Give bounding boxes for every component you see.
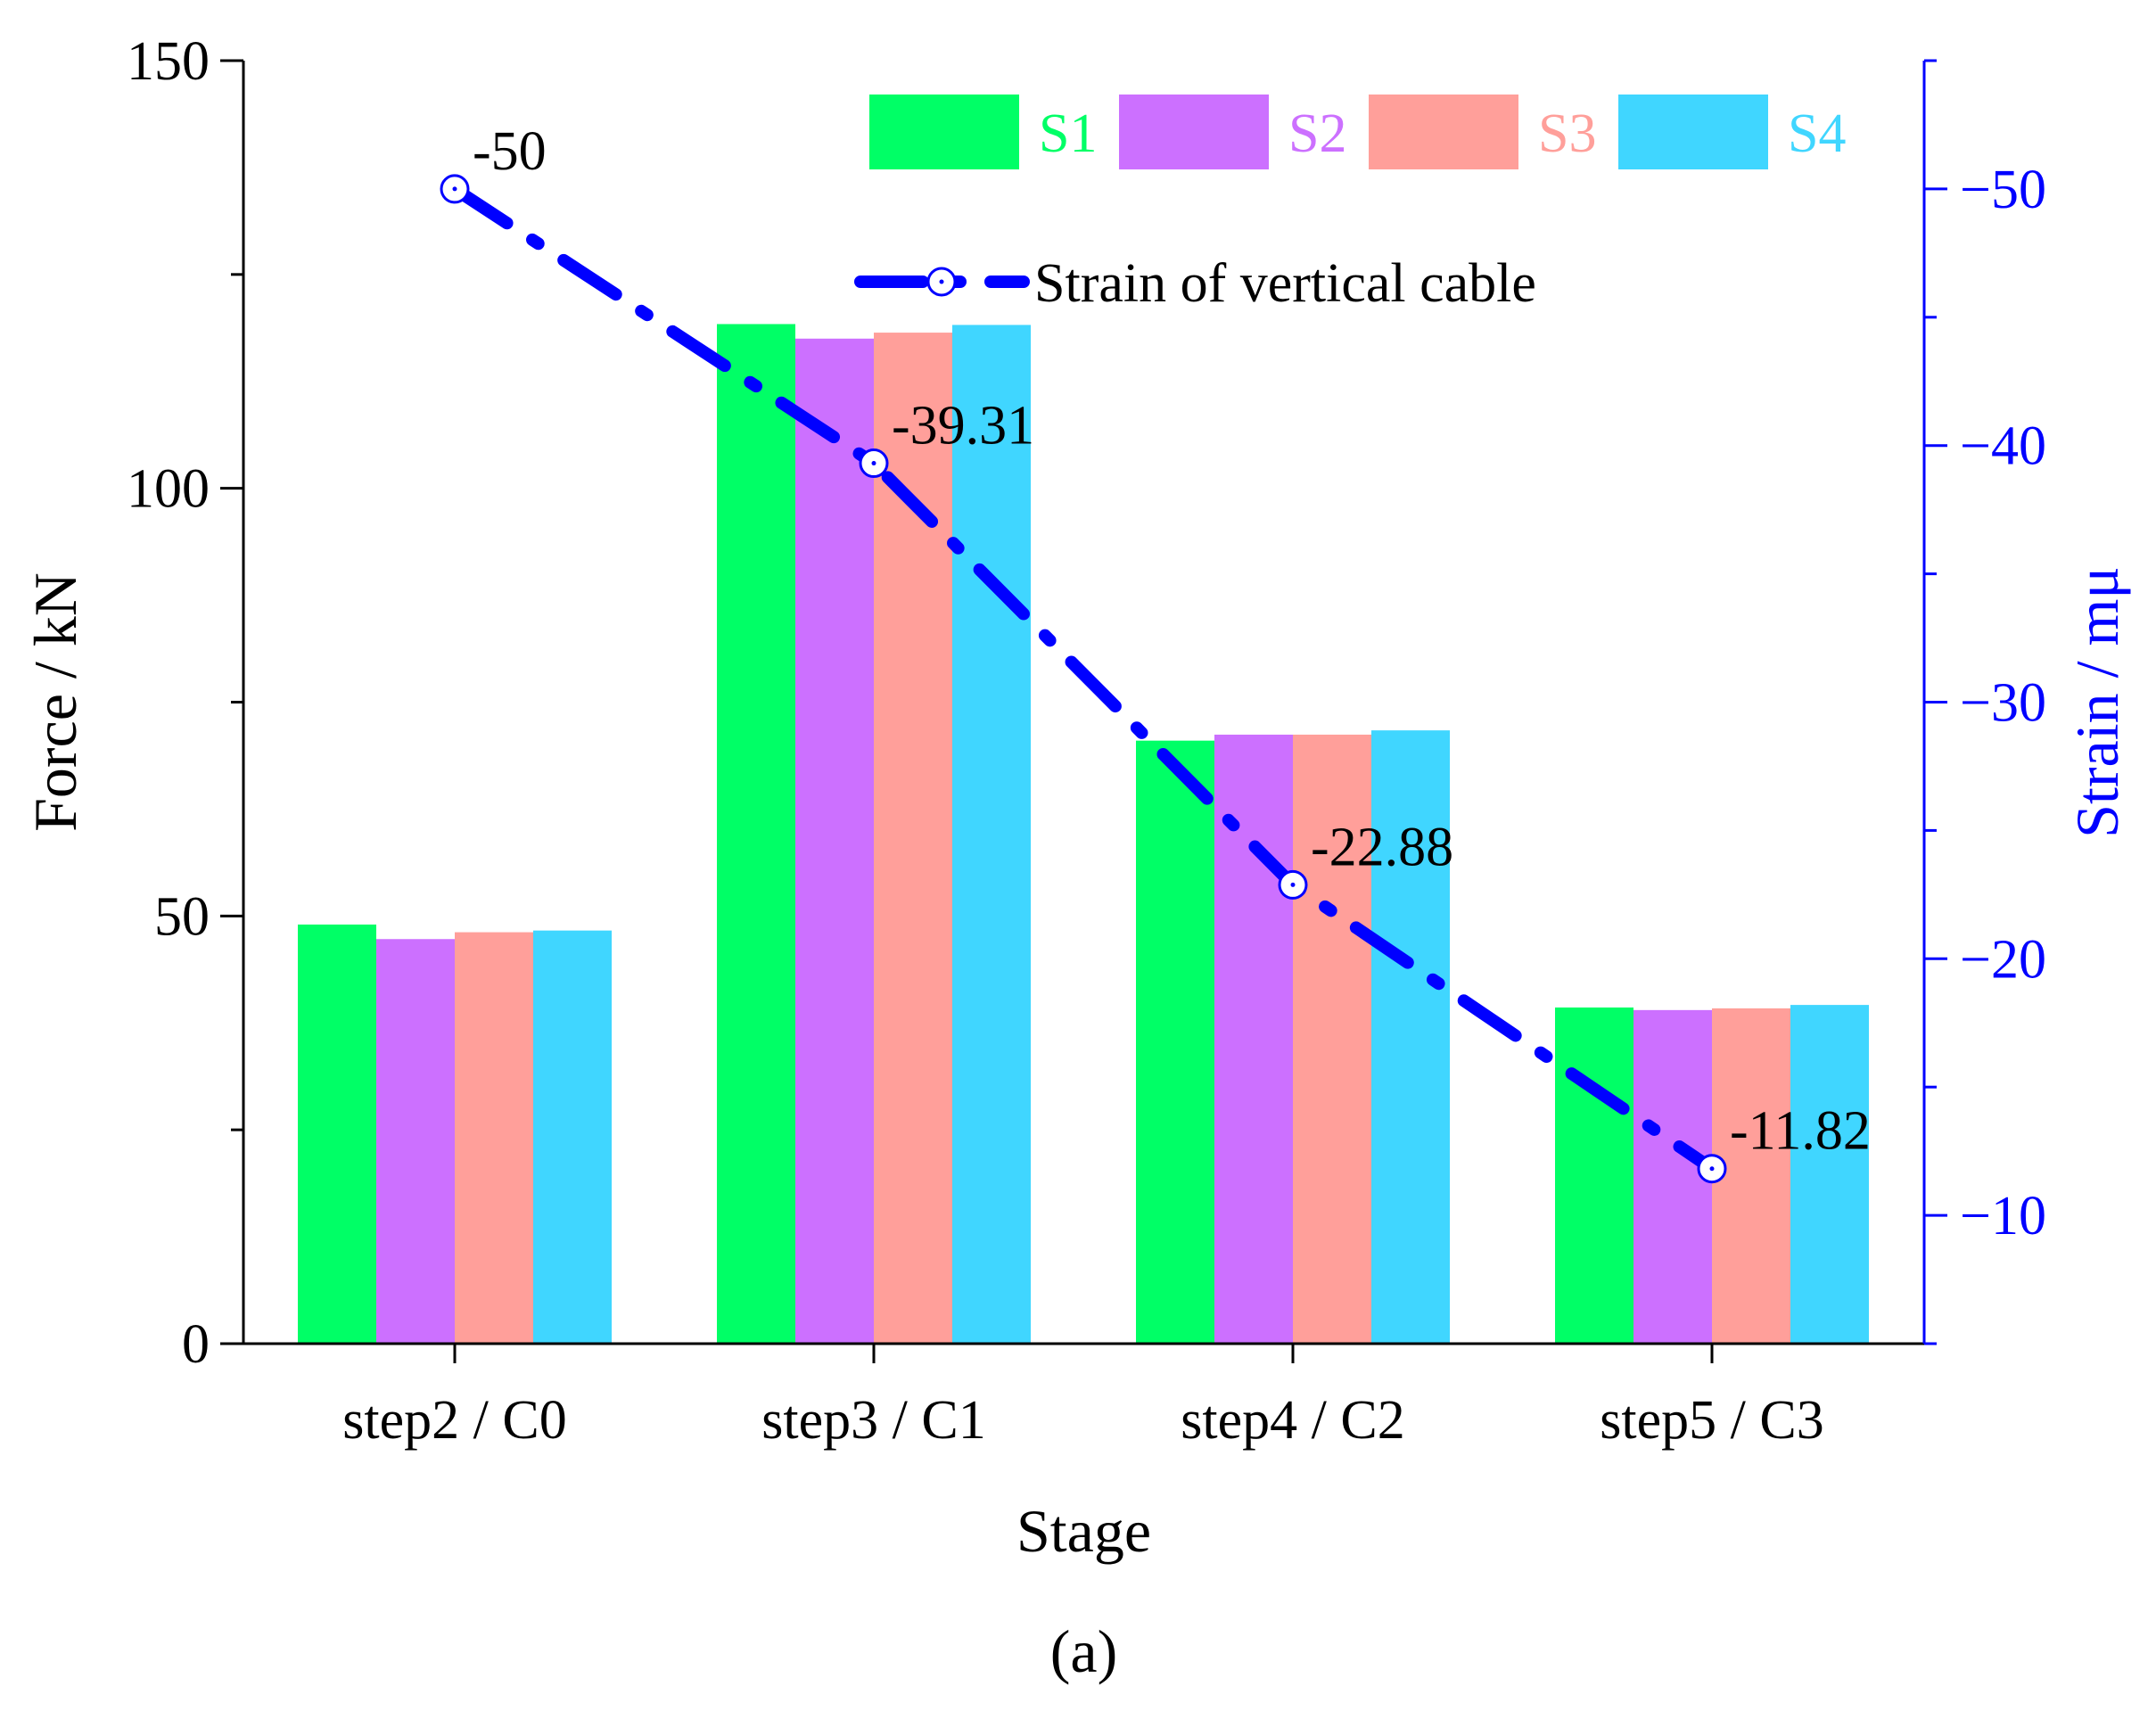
axes-layer: [220, 59, 1947, 1363]
bar-s2-3: [1214, 734, 1293, 1344]
legend-label-s4: S4: [1788, 103, 1846, 164]
y-right-tick-label: −20: [1960, 929, 2046, 990]
legend-label-strain: Strain of vertical cable: [1034, 253, 1536, 314]
y-right-tick-label: −50: [1960, 160, 2046, 220]
bar-s1-4: [1555, 1007, 1633, 1344]
bar-s4-2: [952, 325, 1031, 1345]
legend-swatch-s2: [1119, 95, 1269, 169]
bar-s2-4: [1633, 1009, 1712, 1344]
y-left-tick-label: 0: [182, 1314, 210, 1375]
legend-label-s1: S1: [1039, 103, 1097, 164]
strain-data-label: -39.31: [892, 396, 1034, 457]
bar-s1-3: [1136, 740, 1214, 1344]
bar-s3-1: [455, 932, 533, 1344]
bar-s3-2: [874, 333, 952, 1344]
legend-label-s3: S3: [1538, 103, 1596, 164]
strain-point-dot-1: [452, 186, 457, 192]
strain-point-dot-3: [1290, 882, 1296, 887]
x-tick-label: step2 / C0: [342, 1390, 566, 1451]
legend-swatch-s3: [1369, 95, 1518, 169]
y-left-tick-label: 50: [154, 886, 210, 947]
bar-s2-2: [795, 338, 874, 1344]
bar-s4-4: [1790, 1005, 1869, 1344]
bar-s4-3: [1371, 730, 1450, 1344]
strain-point-dot-2: [871, 461, 876, 466]
bar-s3-4: [1712, 1008, 1790, 1344]
strain-line: [448, 182, 1718, 1175]
y-axis-title-left: Force / kN: [21, 572, 89, 832]
y-left-tick-label: 150: [127, 31, 210, 92]
x-axis-title: Stage: [1016, 1497, 1151, 1565]
x-tick-label: step4 / C2: [1181, 1390, 1404, 1451]
legend-swatch-s4: [1618, 95, 1768, 169]
panel-label: (a): [1050, 1617, 1117, 1685]
y-right-tick-label: −10: [1960, 1186, 2046, 1246]
y-right-tick-label: −40: [1960, 416, 2046, 477]
bar-s4-1: [533, 930, 612, 1344]
bar-s3-3: [1293, 734, 1371, 1344]
strain-data-label: -50: [473, 121, 547, 182]
legend-swatch-s1: [869, 95, 1019, 169]
legend-label-s2: S2: [1288, 103, 1346, 164]
bar-s2-1: [376, 939, 455, 1344]
x-tick-label: step5 / C3: [1600, 1390, 1823, 1451]
text-layer: 0 50 100 150 −10 −20 −30 −40 −50 step2 / C0 step3 …: [21, 31, 2131, 1685]
bar-s1-2: [717, 324, 795, 1345]
x-tick-label: step3 / C1: [761, 1390, 985, 1451]
y-axis-title-right: Strain / mμ: [2063, 566, 2131, 838]
strain-data-label: -22.88: [1311, 817, 1453, 877]
bar-s1-1: [298, 924, 376, 1344]
strain-point-dot-4: [1709, 1166, 1715, 1172]
strain-data-label: -11.82: [1730, 1101, 1871, 1162]
y-right-tick-label: −30: [1960, 673, 2046, 734]
y-left-tick-label: 100: [127, 459, 210, 520]
strain-line-layer: [440, 174, 1727, 1184]
legend: S1 S2 S3 S4 Strain of vertical cable: [854, 95, 1846, 314]
bars-layer: [298, 324, 1869, 1345]
legend-line-marker-dot: [939, 279, 944, 284]
